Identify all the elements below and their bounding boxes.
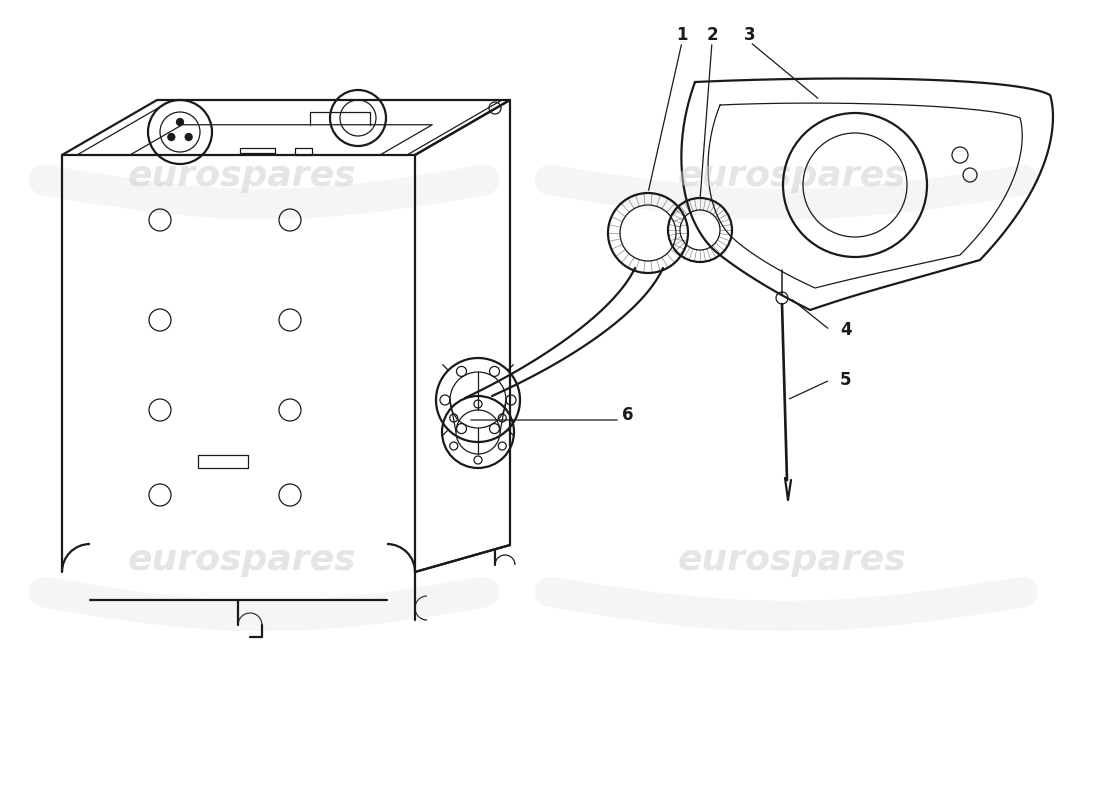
Circle shape: [176, 118, 184, 126]
Circle shape: [168, 134, 175, 141]
Text: eurospares: eurospares: [128, 543, 356, 577]
Text: 6: 6: [623, 406, 634, 424]
Text: eurospares: eurospares: [128, 159, 356, 193]
Circle shape: [185, 134, 192, 141]
Text: 5: 5: [840, 371, 851, 389]
Text: 3: 3: [745, 26, 756, 44]
Text: 1: 1: [676, 26, 688, 44]
Text: 2: 2: [706, 26, 718, 44]
Text: eurospares: eurospares: [678, 543, 906, 577]
Text: 4: 4: [840, 321, 851, 339]
Text: eurospares: eurospares: [678, 159, 906, 193]
